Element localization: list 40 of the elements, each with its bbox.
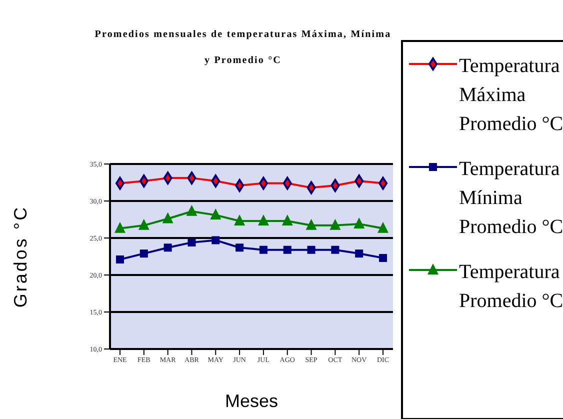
point bbox=[164, 244, 172, 252]
point bbox=[236, 244, 244, 252]
point bbox=[138, 218, 150, 230]
point bbox=[259, 246, 268, 254]
point bbox=[234, 214, 246, 226]
point bbox=[258, 214, 269, 226]
point bbox=[187, 172, 196, 185]
point bbox=[162, 212, 174, 224]
point bbox=[139, 174, 148, 188]
point bbox=[283, 246, 292, 254]
point bbox=[306, 218, 317, 230]
point bbox=[114, 222, 126, 233]
chart-title: Promedios mensuales de temperaturas Máxima, Mínima y Promedio °C bbox=[94, 29, 392, 66]
legend-label: Temperatura Promedio °C bbox=[459, 260, 563, 314]
legend-label: Temperatura Máxima Promedio °C bbox=[459, 54, 563, 137]
point bbox=[116, 255, 124, 264]
x-axis-title: Meses bbox=[224, 391, 278, 411]
point bbox=[163, 172, 172, 185]
point bbox=[354, 217, 365, 228]
point bbox=[355, 250, 364, 258]
point bbox=[282, 176, 292, 190]
point bbox=[330, 178, 340, 192]
point bbox=[282, 214, 293, 226]
point bbox=[378, 222, 388, 233]
point bbox=[331, 246, 340, 254]
point bbox=[258, 176, 268, 190]
point bbox=[307, 246, 316, 254]
point bbox=[140, 250, 148, 258]
point bbox=[210, 208, 222, 220]
point bbox=[186, 204, 198, 216]
point bbox=[235, 178, 244, 192]
point bbox=[379, 254, 387, 262]
y-axis-title: Grados °C bbox=[10, 205, 30, 308]
point bbox=[212, 236, 220, 244]
point bbox=[306, 181, 316, 194]
legend-label: Temperatura Mínima Promedio °C bbox=[459, 157, 563, 240]
point bbox=[188, 238, 196, 246]
point bbox=[211, 174, 220, 188]
point bbox=[330, 218, 341, 230]
point bbox=[354, 174, 364, 188]
